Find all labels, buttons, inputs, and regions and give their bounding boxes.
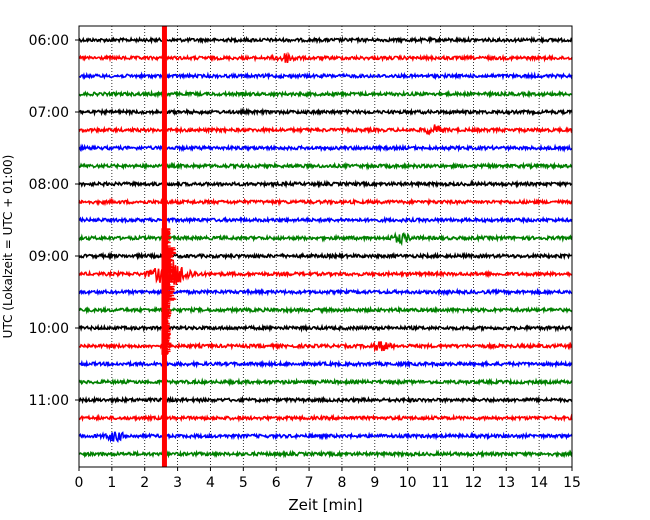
x-tick-label: 5 [239, 475, 248, 491]
trace-line-22 [78, 431, 573, 444]
trace-line-12 [78, 251, 573, 261]
x-tick-label: 4 [206, 475, 215, 491]
trace-line-23 [78, 449, 573, 459]
y-tick-label: 06:00 [29, 33, 69, 49]
y-tick-label: 09:00 [29, 249, 69, 265]
x-axis-ticks: 0 1 2 3 4 5 6 7 8 9 10 11 12 13 14 15 [75, 467, 581, 491]
x-tick-label: 0 [75, 475, 84, 491]
saturated-burst [161, 228, 177, 355]
x-tick-label: 14 [530, 475, 548, 491]
trace-line-8 [78, 179, 573, 189]
x-tick-label: 12 [464, 475, 482, 491]
trace-line-16 [78, 323, 573, 333]
x-tick-label: 8 [337, 475, 346, 491]
plot-frame [78, 25, 573, 468]
trace-line-18 [78, 359, 573, 369]
x-tick-label: 7 [305, 475, 314, 491]
x-tick-label: 11 [432, 475, 450, 491]
y-tick-label: 08:00 [29, 177, 69, 193]
trace-line-6 [78, 143, 573, 153]
y-axis-label: UTC (Lokalzeit = UTC + 01:00) [1, 155, 15, 339]
y-tick-label: 10:00 [29, 321, 69, 337]
x-tick-label: 2 [140, 475, 149, 491]
x-tick-label: 15 [563, 475, 581, 491]
trace-lines [78, 35, 573, 459]
trace-line-21 [78, 413, 573, 423]
x-tick-label: 13 [497, 475, 515, 491]
x-tick-label: 3 [173, 475, 182, 491]
x-tick-label: 6 [272, 475, 281, 491]
x-axis-label: Zeit [min] [288, 496, 362, 514]
trace-line-20 [78, 395, 573, 405]
trace-line-4 [78, 107, 573, 117]
trace-line-14 [78, 287, 573, 297]
x-tick-label: 10 [399, 475, 417, 491]
trace-line-11 [78, 231, 573, 247]
y-tick-label: 07:00 [29, 105, 69, 121]
trace-line-2 [78, 71, 573, 81]
trace-line-1 [78, 51, 573, 64]
event-markers [161, 26, 177, 467]
trace-line-5 [78, 124, 573, 136]
trace-line-10 [78, 215, 573, 225]
y-tick-label: 11:00 [29, 393, 69, 409]
trace-line-9 [78, 197, 573, 207]
y-axis-ticks: 06:00 07:00 08:00 09:00 10:00 11:00 [29, 33, 79, 409]
trace-line-19 [78, 377, 573, 387]
trace-line-17 [78, 341, 573, 353]
trace-line-15 [78, 305, 573, 315]
trace-line-3 [78, 89, 573, 99]
trace-line-13 [78, 261, 573, 287]
x-tick-label: 9 [370, 475, 379, 491]
x-tick-label: 1 [107, 475, 116, 491]
trace-line-7 [78, 161, 573, 171]
trace-line-0 [78, 35, 573, 45]
